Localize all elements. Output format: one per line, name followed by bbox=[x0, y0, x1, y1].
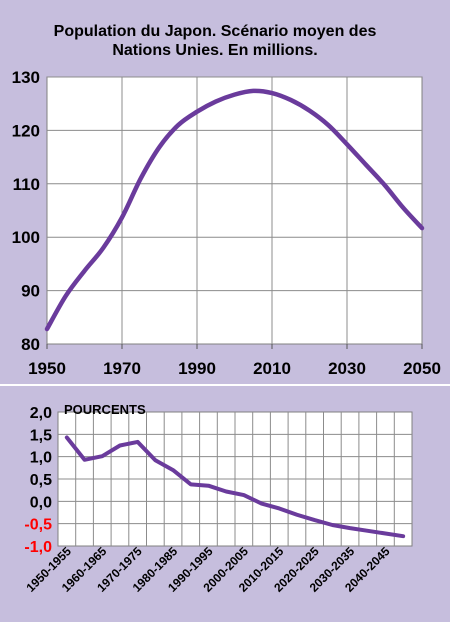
population-y-tick-label: 110 bbox=[13, 175, 40, 194]
population-x-axis: 1950 1970 1990 2010 2030 2050 bbox=[28, 344, 441, 378]
population-series-line bbox=[44, 88, 425, 332]
growth-y-tick-label: -1,0 bbox=[24, 539, 52, 556]
growth-y-tick-label: 1,5 bbox=[30, 427, 52, 444]
growth-y-tick-label: 0,5 bbox=[30, 472, 52, 489]
population-y-axis: 80 90 100 110 120 130 bbox=[12, 68, 40, 354]
population-x-tick-label: 2030 bbox=[328, 359, 366, 378]
population-y-tick-label: 90 bbox=[21, 282, 40, 301]
population-gridlines bbox=[47, 76, 422, 344]
population-x-tick-label: 1950 bbox=[28, 359, 66, 378]
population-x-tick-label: 1990 bbox=[178, 359, 216, 378]
growth-gridlines bbox=[58, 412, 412, 546]
growth-y-tick-label: 1,0 bbox=[30, 450, 52, 467]
population-y-tick-label: 100 bbox=[12, 228, 40, 247]
population-y-tick-label: 120 bbox=[12, 121, 40, 140]
growth-points bbox=[66, 437, 404, 537]
population-x-tick-label: 2050 bbox=[403, 359, 441, 378]
growth-series-line bbox=[64, 435, 406, 539]
population-y-tick-label: 80 bbox=[21, 335, 40, 354]
population-plot-area bbox=[46, 76, 423, 345]
population-y-tick-label: 130 bbox=[12, 68, 40, 87]
population-x-tick-label: 1970 bbox=[103, 359, 141, 378]
population-x-tick-label: 2010 bbox=[253, 359, 291, 378]
growth-y-tick-label: 0,0 bbox=[30, 494, 52, 511]
chart-title-line1: Population du Japon. Scénario moyen des bbox=[54, 23, 377, 40]
chart-title-line2: Nations Unies. En millions. bbox=[112, 42, 317, 59]
growth-y-tick-label: 2,0 bbox=[30, 405, 52, 422]
growth-chart-title: POURCENTS bbox=[64, 402, 146, 417]
growth-y-axis: 2,0 1,5 1,0 0,5 0,0 -0,5 -1,0 bbox=[24, 405, 52, 556]
growth-y-tick-label: -0,5 bbox=[24, 517, 52, 534]
population-chart: 80 90 100 110 120 130 1950 1970 1990 2010 2030 205… bbox=[12, 68, 441, 378]
